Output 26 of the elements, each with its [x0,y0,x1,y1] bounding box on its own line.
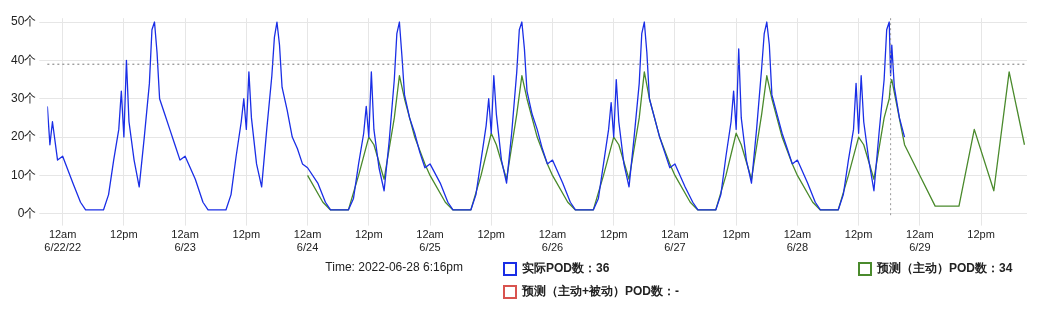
x-tick-label: 12pm [599,228,628,241]
y-tick-label: 10个 [10,167,37,182]
x-tick-label: 12pm [967,228,995,241]
x-tick-label: 12pm [844,228,873,241]
legend-label: 预测（主动+被动）POD数：- [522,283,680,300]
x-tick-label: 12pm [477,228,506,241]
x-tick-label: 12am 6/28 [783,228,812,254]
x-tick-label: 12am 6/29 [906,228,934,254]
x-tick-label: 12pm [355,228,383,241]
x-tick-label: 12am 6/27 [661,228,689,254]
x-tick-label: 12pm [722,228,750,241]
y-tick-label: 40个 [10,52,37,67]
x-tick-label: 12am 6/22/22 [44,228,82,254]
text: Time: 2022-06-28 6:16pm [325,260,463,274]
x-tick-label: 12am 6/24 [293,228,322,254]
x-tick-label: 12am 6/25 [416,228,444,254]
y-tick-label: 50个 [10,14,37,29]
x-tick-label: 12pm [232,228,261,241]
x-tick-label: 12pm [110,228,138,241]
y-tick-label: 20个 [10,129,37,144]
x-tick-label: 12am 6/23 [171,228,199,254]
x-tick-label: 12am 6/26 [538,228,567,254]
legend-label: 实际POD数：36 [522,260,610,277]
legend-label: 预测（主动）POD数：34 [877,260,1013,277]
y-tick-label: 30个 [10,91,37,106]
y-tick-label: 0个 [17,206,37,221]
